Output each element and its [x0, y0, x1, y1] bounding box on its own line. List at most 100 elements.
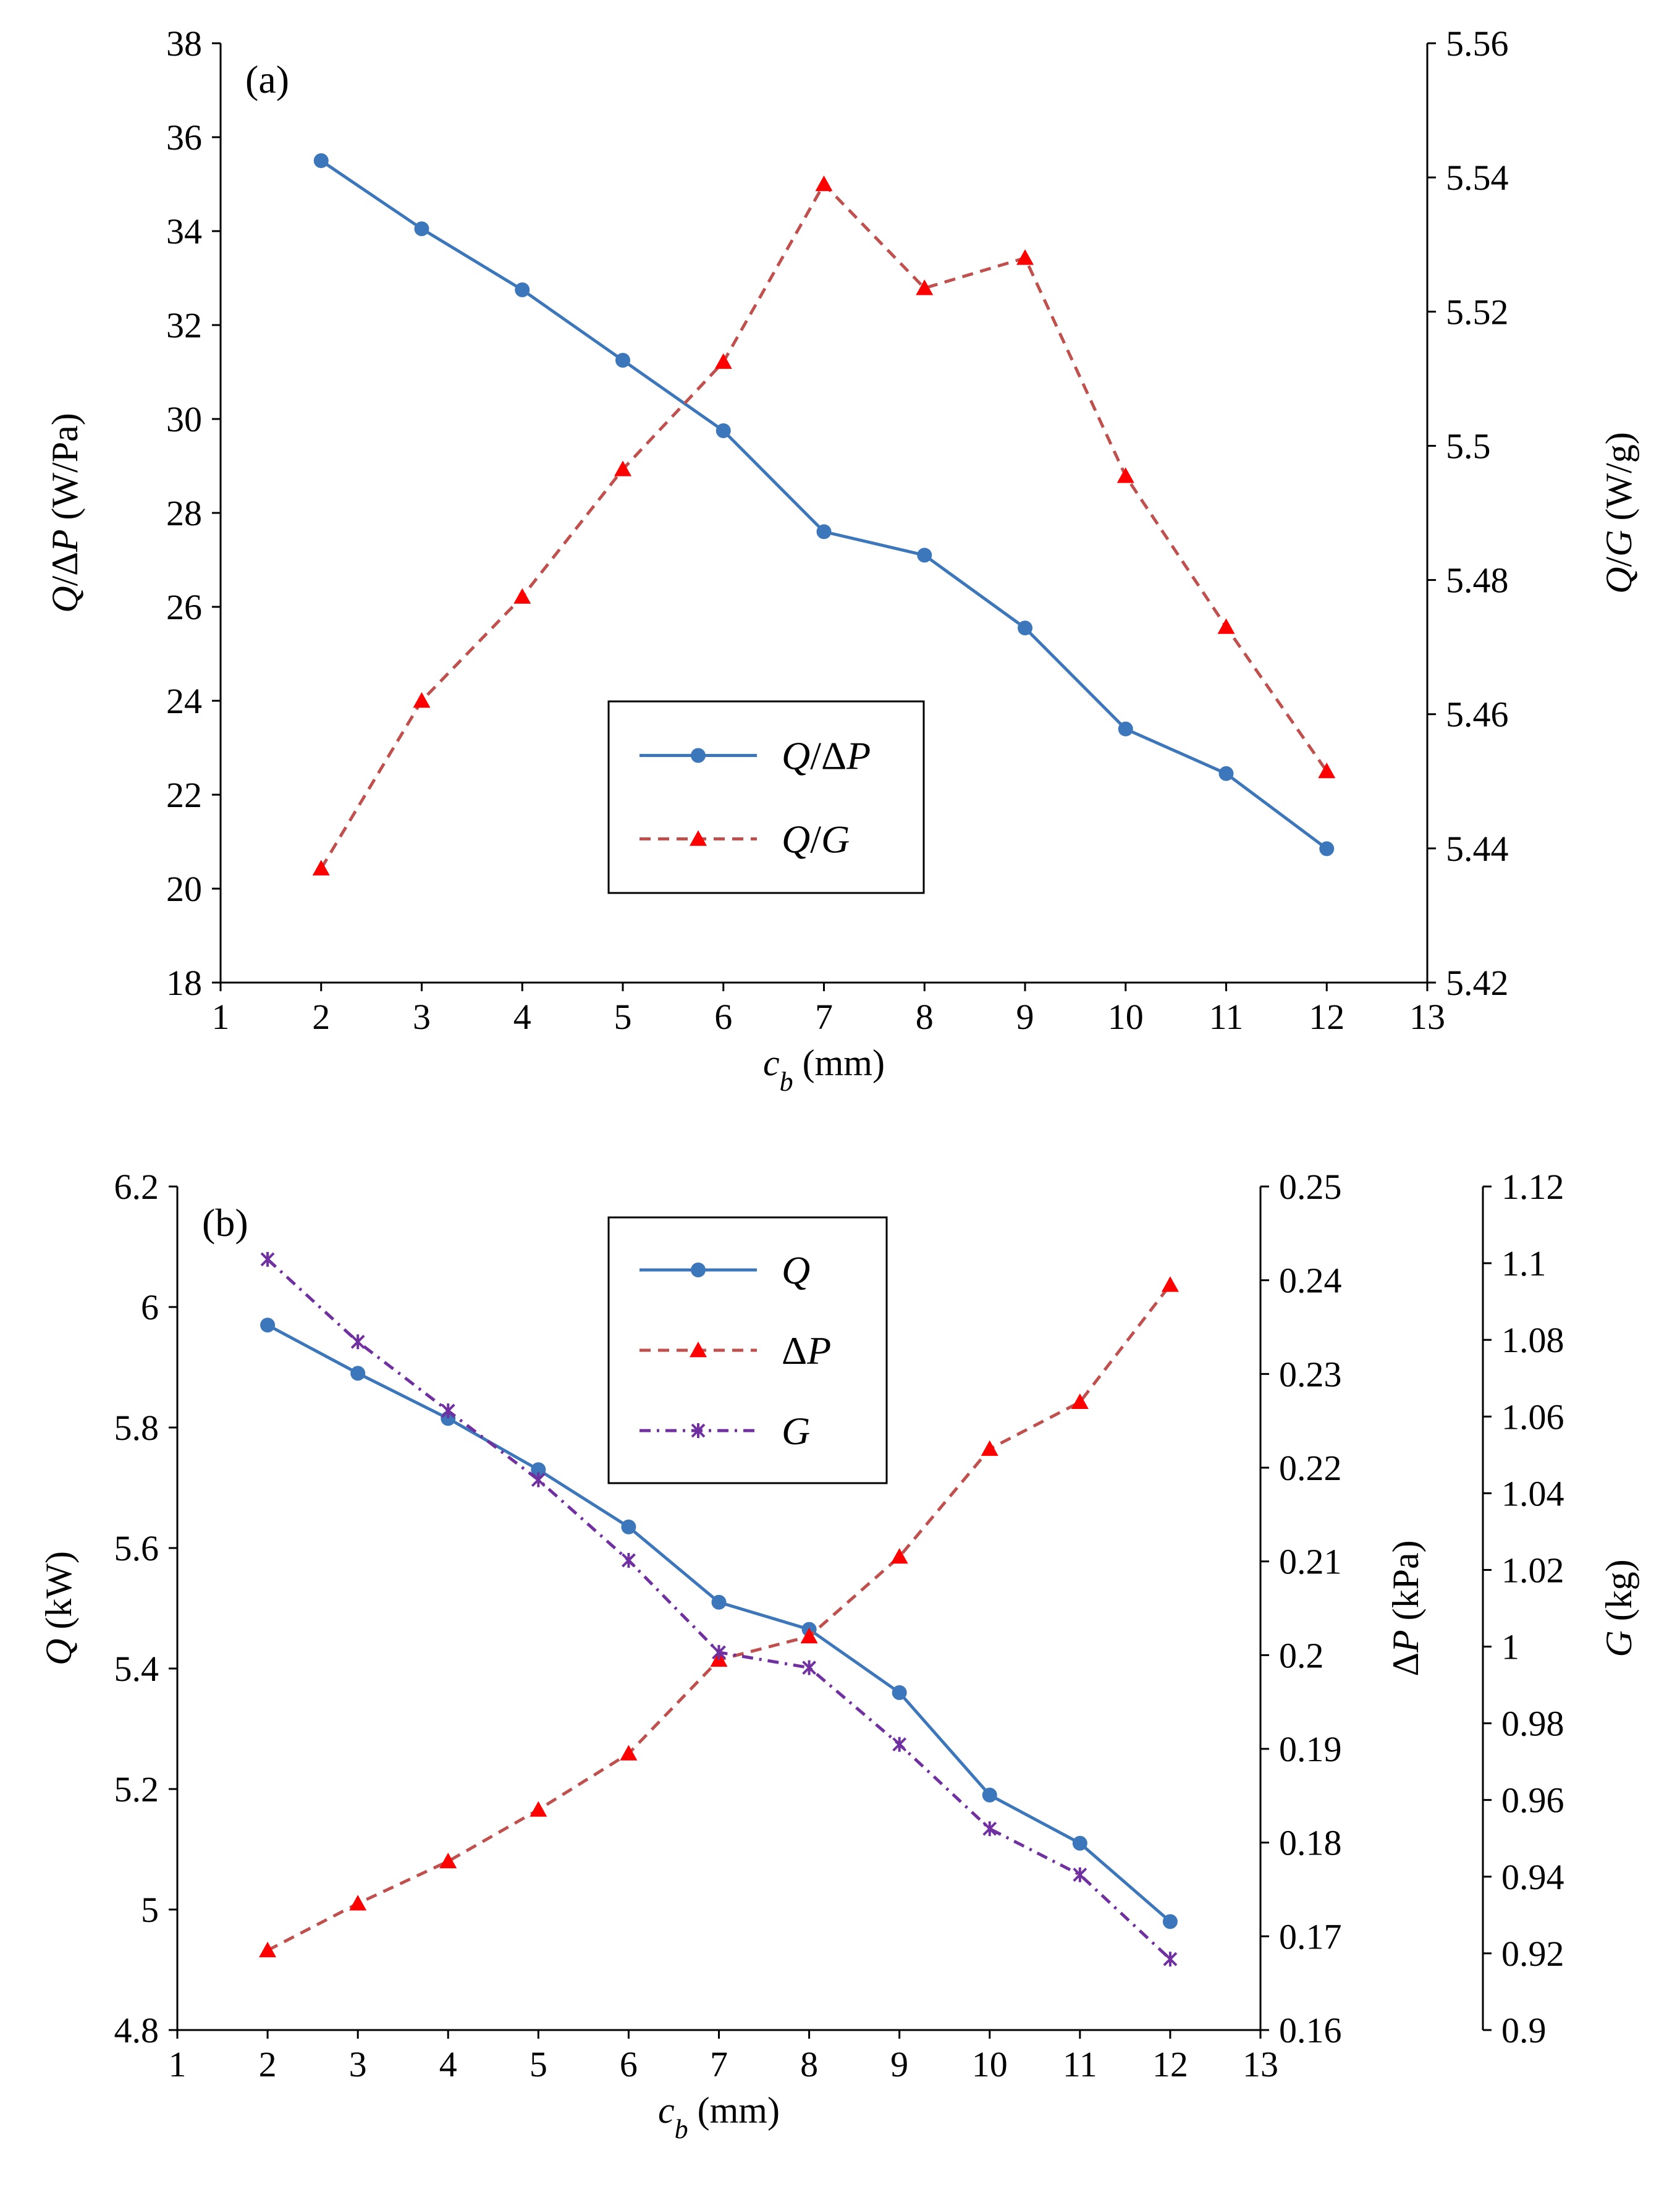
x-tick-label: 3 — [349, 2044, 367, 2084]
y-left-title-part: /Δ — [44, 552, 85, 586]
y-right2-tick-label: 0.92 — [1501, 1934, 1564, 1974]
series-Q — [260, 1318, 1178, 1929]
data-point — [715, 423, 731, 438]
data-point — [621, 1519, 636, 1534]
legend-text-part: Q — [782, 1248, 810, 1292]
data-point — [414, 221, 429, 237]
y-left-tick-label: 30 — [166, 399, 202, 439]
data-point — [1018, 620, 1032, 636]
x-axis-title-unit: (mm) — [793, 1043, 885, 1083]
data-point — [1118, 721, 1133, 737]
x-tick-label: 12 — [1152, 2044, 1188, 2084]
y-left-tick-label: 6 — [141, 1287, 159, 1327]
y-right2-tick-label: 1.12 — [1501, 1167, 1564, 1207]
data-point — [312, 860, 330, 876]
y-right-title-part: Q — [1598, 567, 1639, 593]
data-point — [892, 1736, 907, 1752]
data-point — [620, 1745, 638, 1761]
panel-label: (b) — [202, 1201, 248, 1245]
data-point — [1016, 249, 1034, 265]
y-left-axis-title: Q/ΔP (W/Pa) — [44, 413, 85, 613]
y-left-tick-label: 20 — [166, 869, 202, 909]
data-point — [349, 1895, 367, 1911]
y-right-tick-label: 0.18 — [1279, 1823, 1342, 1863]
y-left-tick-label: 6.2 — [114, 1167, 159, 1207]
legend-text-part: G — [821, 818, 850, 861]
x-tick-label: 4 — [439, 2044, 457, 2084]
y-right-axis-title: ΔP (kPa) — [1385, 1540, 1426, 1676]
x-axis-title: cb (mm) — [658, 2090, 780, 2144]
x-tick-label: 13 — [1409, 997, 1445, 1037]
x-tick-label: 1 — [169, 2044, 187, 2084]
data-point — [816, 524, 832, 539]
data-point — [515, 282, 530, 297]
x-tick-label: 2 — [259, 2044, 277, 2084]
data-point — [1218, 766, 1234, 781]
data-point — [892, 1685, 907, 1700]
y-right2-tick-label: 1.04 — [1501, 1473, 1564, 1513]
y-right2-tick-label: 0.94 — [1501, 1857, 1564, 1897]
x-tick-label: 5 — [530, 2044, 547, 2084]
data-point — [413, 692, 431, 708]
y-left-tick-label: 18 — [166, 963, 202, 1003]
y-right-tick-label: 0.16 — [1279, 2010, 1342, 2050]
legend-marker — [691, 748, 706, 763]
y-right-tick-label: 5.42 — [1446, 963, 1509, 1003]
y-right-tick-label: 5.44 — [1446, 829, 1509, 869]
y-left-axis-title: Q (kW) — [38, 1551, 79, 1665]
y-right-tick-label: 0.21 — [1279, 1542, 1342, 1582]
x-tick-label: 8 — [916, 997, 934, 1037]
y-right-title-part: / — [1598, 556, 1639, 567]
data-point — [439, 1853, 457, 1869]
data-point — [981, 1440, 998, 1456]
y-right-tick-label: 0.22 — [1279, 1448, 1342, 1488]
data-point — [714, 353, 732, 369]
data-point — [1072, 1835, 1087, 1851]
y-right-tick-label: 5.52 — [1446, 292, 1509, 332]
x-tick-label: 3 — [413, 997, 431, 1037]
data-point — [615, 353, 630, 368]
x-tick-label: 10 — [972, 2044, 1008, 2084]
x-tick-label: 4 — [513, 997, 531, 1037]
data-point — [530, 1801, 547, 1817]
x-tick-label: 10 — [1108, 997, 1144, 1037]
legend-label: ΔP — [782, 1329, 831, 1373]
y-left-title-part: (W/Pa) — [44, 413, 85, 529]
data-point — [1161, 1276, 1179, 1292]
y-left-tick-label: 34 — [166, 211, 202, 252]
series-Q/ΔP — [313, 153, 1335, 857]
y-left-tick-label: 26 — [166, 587, 202, 627]
y-right-title-part: Δ — [1385, 1652, 1426, 1677]
y-right-tick-label: 0.19 — [1279, 1729, 1342, 1769]
y-right-title-part: G — [1598, 530, 1639, 556]
legend-text-part: /Δ — [810, 734, 846, 778]
y-right2-title-part: (kg) — [1598, 1559, 1639, 1630]
data-point — [1217, 618, 1235, 634]
data-point — [815, 176, 833, 192]
x-axis-title-main: c — [763, 1043, 780, 1083]
data-point — [917, 548, 932, 563]
data-point — [890, 1548, 908, 1564]
x-tick-label: 11 — [1209, 997, 1244, 1037]
y-right-tick-label: 0.2 — [1279, 1635, 1324, 1675]
y-right-tick-label: 5.46 — [1446, 695, 1509, 735]
y-left-title-part: Q — [44, 586, 85, 612]
legend-text-part: G — [782, 1409, 810, 1453]
data-point — [1162, 1914, 1178, 1929]
y-right-title-part: (kPa) — [1385, 1540, 1426, 1630]
series-Q/G — [312, 176, 1336, 876]
y-right2-tick-label: 0.9 — [1501, 2010, 1547, 2050]
series-ΔP — [259, 1276, 1179, 1958]
x-tick-label: 7 — [710, 2044, 728, 2084]
x-axis-title-unit: (mm) — [688, 2090, 780, 2131]
series-G — [260, 1251, 1178, 1967]
y-left-tick-label: 4.8 — [114, 2010, 159, 2050]
x-tick-label: 6 — [714, 997, 732, 1037]
x-tick-label: 1 — [212, 997, 230, 1037]
x-tick-label: 13 — [1243, 2044, 1278, 2084]
x-tick-label: 2 — [312, 997, 330, 1037]
y-left-title-part: (kW) — [38, 1551, 79, 1639]
